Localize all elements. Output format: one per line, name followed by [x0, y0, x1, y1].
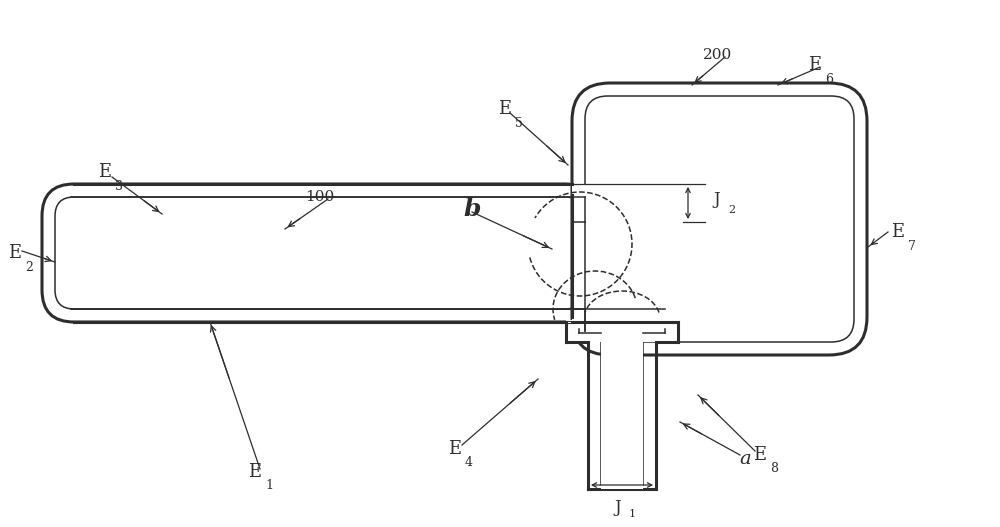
Text: E: E	[98, 163, 112, 181]
Text: E: E	[448, 440, 462, 458]
FancyBboxPatch shape	[572, 83, 867, 355]
Bar	[566, 321, 678, 323]
Text: 4: 4	[465, 456, 473, 470]
Text: 100: 100	[305, 190, 335, 204]
Text: 1: 1	[628, 509, 636, 519]
Text: J: J	[713, 190, 720, 208]
Text: 3: 3	[115, 180, 123, 192]
Bar	[601, 342, 643, 489]
Text: E: E	[753, 446, 767, 464]
Text: 7: 7	[908, 239, 916, 252]
FancyBboxPatch shape	[585, 96, 854, 342]
Bar	[572, 184, 585, 322]
Text: E: E	[891, 223, 905, 241]
Text: 6: 6	[825, 73, 833, 85]
Text: E: E	[248, 463, 262, 481]
Bar	[566, 320, 678, 342]
Text: E: E	[808, 56, 822, 74]
Text: a: a	[739, 450, 751, 468]
Text: 5: 5	[515, 116, 523, 130]
Text: 200: 200	[703, 48, 733, 62]
Text: J: J	[615, 499, 621, 516]
Text: E: E	[498, 100, 512, 118]
Text: 1: 1	[265, 480, 273, 493]
Text: 2: 2	[25, 260, 33, 274]
FancyBboxPatch shape	[55, 197, 584, 309]
Text: b: b	[463, 197, 481, 221]
Text: E: E	[8, 244, 22, 262]
FancyBboxPatch shape	[42, 184, 597, 322]
Text: 8: 8	[770, 463, 778, 475]
Bar	[572, 184, 607, 322]
Text: 2: 2	[728, 205, 735, 215]
